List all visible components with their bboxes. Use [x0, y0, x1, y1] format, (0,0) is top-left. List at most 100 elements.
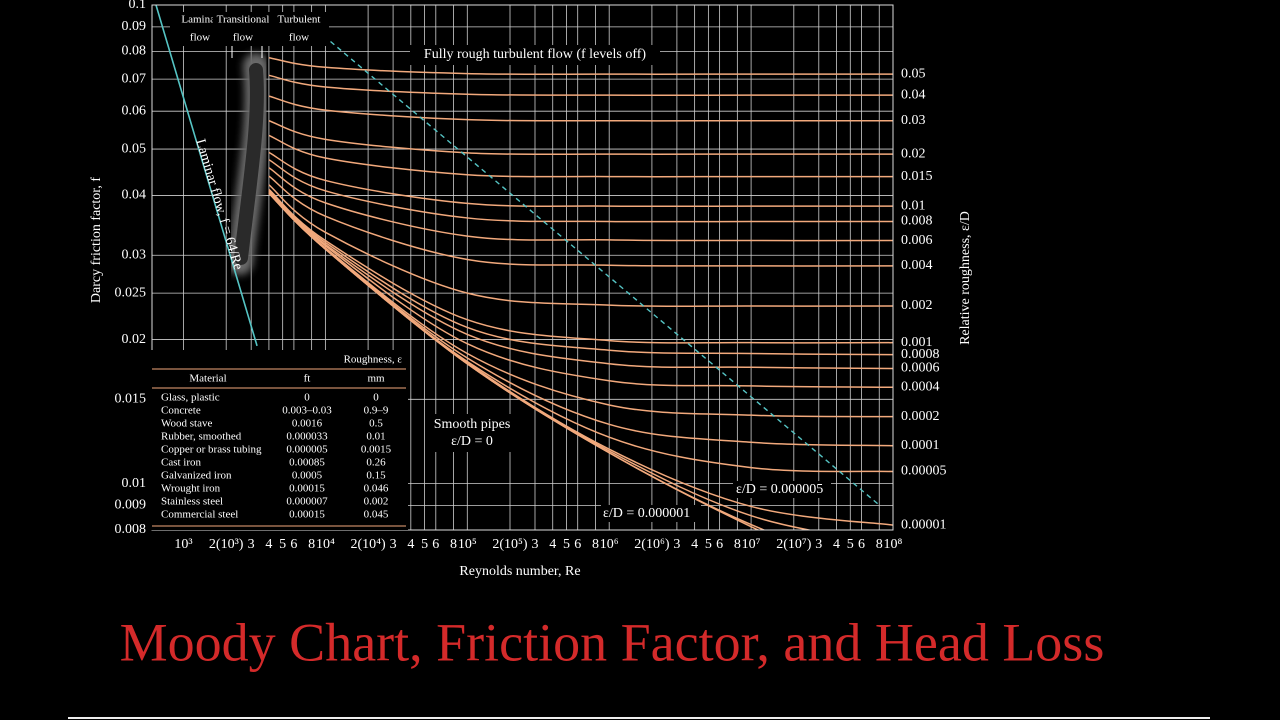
- y-tick-label: 0.07: [122, 71, 147, 86]
- series-label: 0.03: [901, 113, 926, 128]
- friction-curve: [268, 175, 893, 267]
- table-cell: 0.003–0.03: [282, 405, 332, 417]
- x-tick-label: 2(10⁴): [350, 537, 386, 552]
- y-tick-label: 0.02: [122, 332, 147, 347]
- table-cell: 0.01: [366, 431, 385, 443]
- friction-curve: [268, 188, 893, 344]
- x-tick-label: 3: [531, 537, 538, 552]
- label-bg: [733, 481, 831, 498]
- series-label: 0.0002: [901, 409, 940, 424]
- friction-curve: [268, 134, 893, 178]
- x-tick-label: 2(10³): [209, 537, 244, 552]
- x-tick-label: 6: [858, 537, 865, 552]
- x-tick-label: 8: [876, 537, 883, 552]
- y-tick-label: 0.01: [122, 476, 147, 491]
- table-header: mm: [367, 373, 385, 385]
- table-cell: 0.002: [364, 496, 389, 508]
- x-tick-label: 6: [716, 537, 723, 552]
- friction-curve: [268, 151, 893, 208]
- series-label: 0.008: [901, 214, 933, 229]
- table-cell: Stainless steel: [161, 496, 223, 508]
- series-label: 0.006: [901, 233, 933, 248]
- friction-curve: [268, 189, 893, 356]
- series-label: 0.02: [901, 146, 926, 161]
- x-tick-label: 6: [290, 537, 297, 552]
- friction-curve: [268, 74, 893, 97]
- y-tick-label: 0.015: [115, 392, 147, 407]
- friction-curve: [268, 95, 893, 122]
- x-tick-label: 4: [549, 537, 556, 552]
- series-label: 0.004: [901, 258, 933, 273]
- series-label: ε/D = 0.000005: [736, 482, 823, 497]
- y-tick-label: 0.04: [122, 188, 147, 203]
- table-cell: 0.26: [366, 457, 386, 469]
- x-tick-label: 10⁷: [742, 537, 761, 552]
- x-tick-label: 3: [248, 537, 255, 552]
- table-cell: 0.046: [364, 483, 389, 495]
- slide-title: Moody Chart, Friction Factor, and Head L…: [120, 612, 1105, 672]
- annotation-bg: [410, 45, 660, 65]
- x-tick-label: 3: [390, 537, 397, 552]
- y-tick-label: 0.08: [122, 44, 147, 59]
- series-label: 0.0006: [901, 361, 940, 376]
- x-tick-label: 10⁵: [458, 537, 477, 552]
- x-tick-label: 5: [421, 537, 428, 552]
- x-tick-label: 5: [847, 537, 854, 552]
- table-cell: 0.15: [366, 470, 386, 482]
- x-tick-label: 4: [407, 537, 414, 552]
- friction-curve: [268, 56, 893, 76]
- table-cell: 0.045: [364, 509, 389, 521]
- x-tick-label: 8: [592, 537, 599, 552]
- x-tick-label: 5: [279, 537, 286, 552]
- table-cell: 0.9–9: [364, 405, 389, 417]
- table-cell: Galvanized iron: [161, 470, 232, 482]
- y-tick-label: 0.06: [122, 103, 147, 118]
- table-cell: 0.0005: [292, 470, 323, 482]
- table-cell: Cast iron: [161, 457, 202, 469]
- table-cell: 0.00085: [289, 457, 325, 469]
- table-cell: Concrete: [161, 405, 201, 417]
- series-label: 0.04: [901, 87, 926, 102]
- table-cell: Commercial steel: [161, 509, 238, 521]
- y-tick-label: 0.1: [129, 0, 147, 12]
- x-tick-label: 6: [432, 537, 439, 552]
- friction-curve: [268, 184, 893, 308]
- region-bg: [213, 12, 273, 46]
- region-label: Turbulent: [278, 14, 321, 26]
- x-tick-label: 10⁶: [600, 537, 619, 552]
- y-tick-label: 0.09: [122, 19, 147, 34]
- x-tick-label: 2(10⁷): [776, 537, 812, 552]
- curves: [155, 5, 893, 530]
- x-tick-label: 10⁴: [316, 537, 335, 552]
- series-label: ε/D = 0.000001: [603, 506, 690, 521]
- x-tick-label: 3: [673, 537, 680, 552]
- region-label: Transitional: [217, 14, 270, 26]
- x-tick-label: 10³: [174, 537, 192, 552]
- region-label: flow: [289, 32, 309, 44]
- region-label: flow: [233, 32, 253, 44]
- x-axis-label: Reynolds number, Re: [459, 564, 580, 579]
- y-tick-label: 0.008: [115, 522, 147, 537]
- table-header: Material: [189, 373, 226, 385]
- x-tick-label: 8: [450, 537, 457, 552]
- x-tick-label: 3: [815, 537, 822, 552]
- table-cell: 0: [373, 392, 379, 404]
- label-bg: [601, 505, 701, 522]
- series-label: 0.00001: [901, 517, 947, 532]
- brush-core: [234, 63, 264, 265]
- x-tick-label: 8: [734, 537, 741, 552]
- table-bg: [150, 350, 408, 530]
- region-label: flow: [190, 32, 210, 44]
- series-label: 0.001: [901, 335, 933, 350]
- y-tick-label: 0.025: [115, 285, 147, 300]
- series-label: 0.0008: [901, 347, 940, 362]
- x-tick-label: 4: [691, 537, 698, 552]
- table-cell: 0.000005: [286, 444, 328, 456]
- x-tick-label: 8: [308, 537, 315, 552]
- series-label: 0.01: [901, 198, 926, 213]
- table-cell: 0.00015: [289, 509, 325, 521]
- x-tick-label: 5: [705, 537, 712, 552]
